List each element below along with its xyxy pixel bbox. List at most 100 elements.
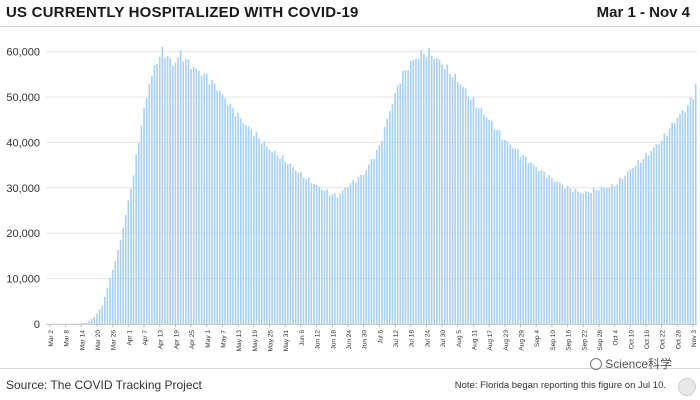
- x-tick-label: Jul 12: [393, 330, 400, 348]
- bar: [415, 58, 417, 325]
- bar: [318, 186, 321, 324]
- bar: [543, 171, 545, 324]
- bar: [509, 144, 511, 324]
- bar: [158, 57, 161, 324]
- bar: [96, 313, 98, 324]
- bar: [498, 130, 501, 324]
- bar: [90, 318, 93, 324]
- x-tick-label: Oct 4: [613, 330, 620, 346]
- bar: [598, 190, 600, 324]
- y-tick-label: 40,000: [6, 137, 40, 149]
- bar: [681, 110, 684, 324]
- bar: [404, 70, 407, 324]
- bar: [608, 187, 611, 324]
- x-tick-label: Oct 22: [660, 330, 667, 350]
- bar: [109, 277, 111, 324]
- bar: [310, 183, 313, 324]
- bar: [438, 59, 441, 324]
- bar: [185, 58, 187, 324]
- bar: [388, 111, 391, 325]
- x-tick-label: Jul 6: [377, 330, 384, 344]
- bar: [169, 58, 171, 324]
- bar: [344, 187, 347, 324]
- bar: [85, 322, 88, 324]
- bar: [490, 120, 493, 324]
- bar: [653, 147, 655, 324]
- bar: [195, 68, 198, 324]
- bar: [506, 141, 509, 324]
- bar: [378, 145, 381, 324]
- bar: [443, 69, 446, 324]
- bar: [673, 123, 676, 324]
- x-tick-label: Sep 4: [534, 330, 541, 347]
- bar: [540, 170, 543, 324]
- bar: [292, 167, 294, 324]
- bar: [119, 239, 122, 324]
- y-tick-label: 30,000: [6, 183, 40, 195]
- x-tick-label: Oct 28: [675, 330, 682, 350]
- bar: [362, 175, 365, 324]
- bar: [242, 123, 245, 324]
- bar: [621, 179, 624, 324]
- bar: [493, 129, 496, 324]
- bar: [480, 108, 483, 325]
- bar: [514, 148, 517, 324]
- bar: [182, 61, 185, 325]
- x-tick-label: Jul 24: [424, 330, 431, 348]
- bar: [281, 155, 284, 324]
- logo-circle-icon: [678, 378, 696, 396]
- bar: [412, 59, 415, 324]
- bar: [255, 132, 258, 324]
- bar: [692, 99, 694, 324]
- x-tick-label: May 25: [268, 330, 275, 352]
- bar: [294, 170, 297, 324]
- bar: [177, 57, 179, 325]
- bar: [417, 58, 420, 325]
- bar: [383, 127, 386, 324]
- bar: [253, 135, 255, 324]
- bar: [127, 200, 130, 324]
- bar: [171, 65, 174, 325]
- bar: [258, 138, 260, 324]
- x-tick-label: Jun 12: [315, 330, 322, 350]
- bar: [347, 187, 349, 324]
- bar: [161, 46, 164, 324]
- bar: [694, 83, 697, 325]
- bar: [676, 117, 679, 324]
- bar: [616, 184, 619, 324]
- bar: [639, 162, 642, 324]
- bar: [313, 184, 315, 324]
- bar: [88, 320, 90, 324]
- x-tick-label: Jun 6: [299, 330, 306, 346]
- bar: [268, 149, 271, 324]
- bar: [98, 309, 101, 324]
- bar: [496, 130, 498, 324]
- bar: [658, 144, 660, 324]
- bar: [470, 99, 472, 324]
- x-tick-label: Mar 20: [95, 330, 102, 351]
- x-tick-label: Aug 17: [487, 330, 494, 351]
- bar: [205, 73, 208, 324]
- bar: [485, 117, 488, 324]
- bar: [613, 186, 616, 324]
- x-tick-label: Sep 10: [550, 330, 557, 351]
- bar: [174, 63, 177, 324]
- x-tick-label: Mar 8: [64, 330, 71, 347]
- bar: [684, 112, 687, 324]
- bar: [349, 183, 352, 324]
- bar: [629, 169, 632, 324]
- bar: [428, 47, 430, 324]
- bar: [464, 88, 467, 325]
- bar: [307, 177, 310, 324]
- footnote: Note: Florida began reporting this figur…: [454, 380, 666, 391]
- bar: [687, 105, 689, 324]
- bar: [611, 184, 613, 324]
- bar: [300, 171, 302, 324]
- x-tick-label: May 7: [220, 330, 227, 348]
- hospitalization-chart: 0 10,000 20,000 30,000 40,000 50,000 60,000 Mar…: [6, 46, 698, 352]
- bar: [381, 141, 383, 324]
- bar: [556, 181, 558, 324]
- y-tick-label: 60,000: [6, 47, 40, 59]
- bar: [535, 167, 538, 324]
- x-tick-label: Sep 16: [566, 330, 573, 351]
